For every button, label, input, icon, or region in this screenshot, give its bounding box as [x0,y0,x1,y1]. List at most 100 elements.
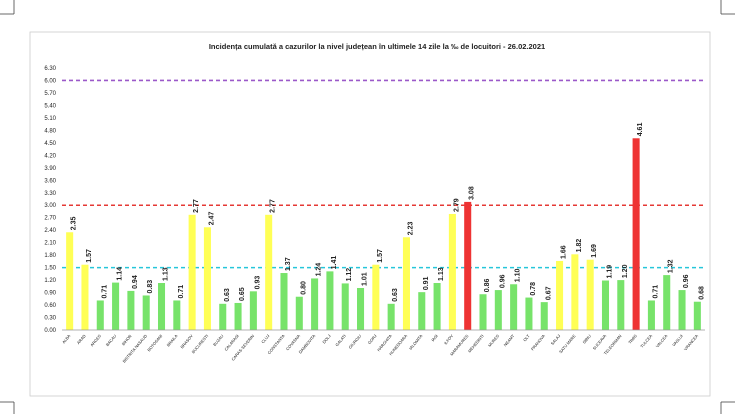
data-label: 0.86 [484,279,491,293]
data-label: 0.78 [530,282,537,296]
category-label: BOTOSANI [146,333,163,352]
bar [81,264,89,330]
bar [112,282,120,330]
category-label: VALCEA [655,333,669,348]
bar [418,292,426,330]
y-tick-label: 3.60 [44,178,56,184]
data-label: 0.71 [178,285,185,299]
category-label: OLT [522,333,531,342]
data-label: 1.20 [622,264,629,278]
bar [479,294,487,330]
bar [203,227,211,330]
bar [448,213,456,330]
y-tick-label: 3.00 [44,203,56,209]
category-label: ALBA [61,333,72,344]
data-label: 4.61 [637,123,644,137]
data-label: 0.93 [254,276,261,290]
y-tick-label: 1.20 [44,278,56,284]
data-label: 1.13 [438,267,445,281]
data-label: 0.96 [499,274,506,288]
category-label: TIMIS [627,333,638,345]
category-label: SALAJ [550,333,562,346]
category-label: TULCEA [639,333,653,349]
y-tick-label: 4.50 [44,141,56,147]
y-tick-label: 5.70 [44,91,56,97]
bars [66,138,701,330]
data-label: 0.91 [423,276,430,290]
data-label: 0.94 [132,275,139,289]
chart-area-border [29,31,711,397]
bar [693,301,701,330]
category-label: BUZAU [212,333,225,347]
data-label: 2.35 [71,217,78,231]
y-tick-label: 0.60 [44,303,56,309]
y-tick-label: 2.10 [44,241,56,247]
data-label: 1.69 [591,244,598,258]
bar [402,237,410,330]
category-label: BACAU [105,333,118,347]
y-tick-label: 6.00 [44,78,56,84]
bar [540,302,548,330]
bar [632,138,640,330]
bar [571,254,579,330]
data-label: 1.41 [331,256,338,270]
bar [295,296,303,330]
data-label: 1.10 [515,269,522,283]
y-tick-label: 4.80 [44,128,56,134]
data-label: 1.37 [285,257,292,271]
data-labels: 2.35 1.57 0.71 1.14 0.94 0.83 1.13 0.71 2.77 2.47… [71,123,706,302]
category-label: BIHOR [121,333,133,346]
data-label: 0.71 [652,285,659,299]
data-label: 0.68 [698,286,705,300]
data-label: 1.24 [316,263,323,277]
data-label: 3.08 [469,186,476,200]
y-tick-label: 0.00 [44,328,56,334]
bar [387,303,395,330]
bar [96,300,104,330]
y-tick-label: 3.90 [44,166,56,172]
y-tick-label: 4.20 [44,153,56,159]
bar [127,290,135,330]
category-label: GIURGIU [347,333,362,349]
y-tick-label: 0.90 [44,291,56,297]
category-label: PRAHOVA [530,333,546,351]
category-label: SIBIU [581,333,592,344]
bar [234,302,242,330]
category-label: IALOMITA [408,333,424,351]
bar [157,283,166,330]
bar [311,278,319,330]
data-label: 2.77 [193,199,200,213]
bar [142,295,150,330]
data-label: 1.19 [607,265,614,279]
bar [678,290,686,330]
data-label: 0.65 [239,287,246,301]
data-label: 1.01 [362,272,369,286]
category-label: DOLJ [321,333,331,344]
data-label: 0.80 [300,281,307,295]
threshold-lines [62,79,705,269]
category-label: VASLUI [671,333,684,347]
category-label: CLUJ [260,333,270,344]
bar [510,284,518,330]
data-label: 2.79 [453,198,460,212]
bar [617,280,625,330]
data-label: 0.63 [224,288,231,302]
bar [219,303,227,330]
y-tick-label: 3.30 [44,191,56,197]
category-label: MEHEDINTI [467,333,485,353]
category-label: ARGES [89,333,102,347]
y-tick-label: 2.70 [44,216,56,222]
data-label: 0.83 [147,280,154,294]
category-label: ARAD [76,333,87,345]
category-label: GALATI [334,333,347,347]
bar [525,297,533,330]
data-label: 0.67 [545,286,552,300]
bar [249,291,257,330]
data-label: 2.23 [407,222,414,236]
data-label: 1.82 [576,239,583,253]
data-label: 1.13 [163,267,170,281]
y-tick-label: 5.10 [44,116,56,122]
